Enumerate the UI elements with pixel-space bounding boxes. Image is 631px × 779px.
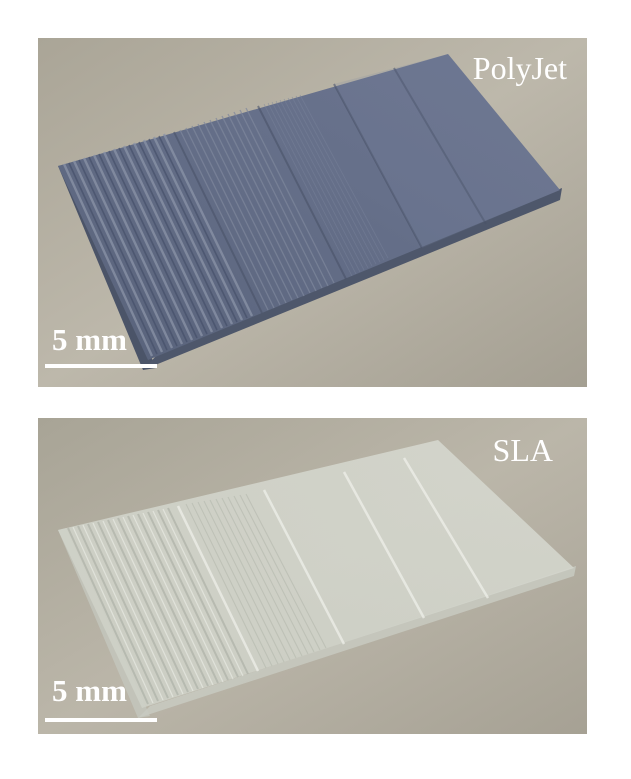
sla-photo-panel: SLA 5 mm	[38, 418, 587, 734]
polyjet-photo-panel: PolyJet 5 mm	[38, 38, 587, 387]
sla-scale-bar	[45, 718, 157, 722]
polyjet-label: PolyJet	[472, 50, 567, 86]
sla-sample-photo	[38, 418, 587, 734]
polyjet-sample-photo	[38, 38, 587, 387]
sla-scale-text: 5 mm	[52, 673, 127, 708]
sla-label: SLA	[492, 432, 553, 468]
polyjet-scale-bar	[45, 364, 157, 368]
polyjet-scale-text: 5 mm	[52, 322, 127, 357]
